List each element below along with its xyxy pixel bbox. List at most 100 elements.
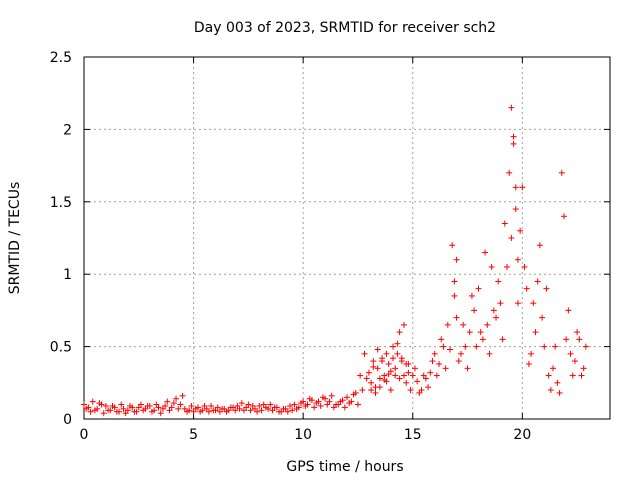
data-point	[547, 387, 554, 394]
data-point	[85, 404, 92, 411]
data-point	[137, 401, 144, 408]
data-point	[359, 387, 366, 394]
data-point	[98, 401, 105, 408]
data-point	[405, 369, 412, 376]
data-point	[490, 307, 497, 314]
data-point	[536, 242, 543, 249]
data-point	[177, 401, 184, 408]
data-point	[451, 278, 458, 285]
data-point	[116, 408, 123, 415]
data-point	[322, 395, 329, 402]
data-point	[400, 321, 407, 328]
x-tick-label: 0	[80, 427, 89, 443]
data-point	[464, 365, 471, 372]
data-point	[449, 242, 456, 249]
x-tick-label: 20	[513, 427, 531, 443]
data-point	[208, 402, 215, 409]
data-point	[574, 329, 581, 336]
data-point	[556, 389, 563, 396]
data-point	[457, 350, 464, 357]
data-point	[315, 398, 322, 405]
data-point	[175, 405, 182, 412]
data-point	[300, 398, 307, 405]
data-point	[111, 404, 118, 411]
chart-title: Day 003 of 2023, SRMTID for receiver sch…	[194, 20, 496, 36]
data-point	[155, 404, 162, 411]
y-tick-label: 1	[63, 267, 72, 283]
data-point	[451, 292, 458, 299]
data-point	[311, 404, 318, 411]
data-point	[81, 401, 87, 408]
data-point	[403, 379, 410, 386]
data-point	[258, 407, 265, 414]
y-axis-title: SRMTID / TECUs	[7, 182, 23, 295]
data-point	[199, 407, 206, 414]
data-point	[427, 369, 434, 376]
data-point	[374, 346, 381, 353]
data-point	[418, 387, 425, 394]
data-point	[157, 410, 164, 417]
data-point	[468, 292, 475, 299]
data-point	[254, 408, 261, 415]
data-point	[287, 402, 294, 409]
data-point	[129, 404, 136, 411]
data-point	[521, 263, 528, 270]
data-point	[179, 392, 186, 399]
data-point	[390, 343, 397, 350]
data-point	[508, 104, 515, 111]
data-point	[394, 340, 401, 347]
data-point	[514, 256, 521, 263]
gridlines	[84, 57, 610, 419]
x-tick-label: 5	[189, 427, 198, 443]
data-point	[580, 365, 587, 372]
data-point	[339, 397, 346, 404]
data-point	[482, 249, 489, 256]
data-point	[495, 278, 502, 285]
data-point	[308, 397, 315, 404]
y-axis-ticks: 0 0.5 1 1.5 2 2.5	[50, 50, 610, 428]
data-point	[519, 184, 526, 191]
data-point	[291, 401, 298, 408]
data-point	[238, 400, 245, 407]
data-point	[392, 365, 399, 372]
data-point	[341, 404, 348, 411]
data-point	[188, 402, 195, 409]
data-point	[205, 408, 212, 415]
data-point	[372, 389, 379, 396]
data-point	[370, 358, 377, 365]
data-point	[168, 404, 175, 411]
y-tick-label: 0.5	[50, 340, 72, 356]
data-point	[365, 369, 372, 376]
data-point	[344, 394, 350, 401]
data-point	[173, 395, 180, 402]
data-point	[525, 360, 532, 367]
data-point	[100, 410, 107, 417]
data-point	[304, 401, 311, 408]
data-point	[563, 336, 570, 343]
data-point	[411, 365, 418, 372]
data-point	[317, 402, 324, 409]
data-point	[396, 375, 403, 382]
data-point	[394, 350, 401, 357]
data-point	[479, 336, 486, 343]
data-point	[530, 300, 537, 307]
data-point	[438, 336, 445, 343]
data-point	[409, 372, 416, 379]
data-point	[164, 398, 171, 405]
data-point	[392, 372, 399, 379]
data-point	[376, 375, 383, 382]
data-point	[471, 307, 478, 314]
x-tick-label: 15	[404, 427, 422, 443]
data-point	[273, 404, 280, 411]
data-point	[357, 372, 364, 379]
data-point	[214, 404, 221, 411]
data-point	[440, 343, 447, 350]
data-point	[541, 343, 548, 350]
data-point	[462, 343, 469, 350]
data-point	[550, 365, 557, 372]
data-point	[151, 407, 158, 414]
data-point	[484, 321, 491, 328]
data-point	[94, 405, 101, 412]
data-point	[497, 300, 504, 307]
